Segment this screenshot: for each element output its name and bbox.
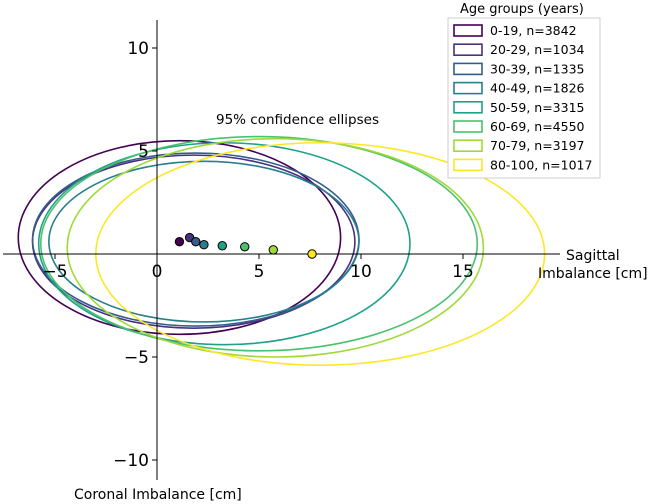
legend-label-0: 0-19, n=3842 <box>490 23 577 38</box>
legend-label-2: 30-39, n=1335 <box>490 61 584 76</box>
points-layer <box>174 232 317 259</box>
legend-label-6: 70-79, n=3197 <box>490 138 584 153</box>
y-tick-label: 5 <box>138 142 149 162</box>
legend-label-7: 80-100, n=1017 <box>490 157 592 172</box>
mean-point-3 <box>199 240 209 250</box>
legend-swatch-5 <box>453 120 483 133</box>
confidence-ellipse-6 <box>66 137 485 358</box>
x-tick-label: 0 <box>152 262 163 282</box>
legend-label-4: 50-59, n=3315 <box>490 100 584 115</box>
y-tick-label: 10 <box>127 39 149 59</box>
x-axis-label: Sagittal Imbalance [cm] <box>538 248 648 282</box>
y-tick-label: −5 <box>124 348 149 368</box>
legend-swatch-2 <box>453 62 483 76</box>
legend-items: 0-19, n=3842 20-29, n=1034 30-39, n=1335 40… <box>453 23 592 172</box>
mean-point-4 <box>217 241 227 251</box>
mean-point-2 <box>191 236 201 247</box>
legend-swatch-4 <box>453 101 483 114</box>
x-tick-label: 15 <box>452 262 474 282</box>
legend-swatch-1 <box>453 43 483 57</box>
x-axis-label-line-1: Sagittal <box>566 248 620 264</box>
legend-swatch-7 <box>453 158 483 172</box>
legend-swatch-0 <box>453 24 483 37</box>
legend-label-3: 40-49, n=1826 <box>490 81 585 96</box>
legend-label-1: 20-29, n=1034 <box>490 42 585 57</box>
legend-swatch-3 <box>453 81 483 95</box>
mean-point-0 <box>174 236 185 247</box>
y-axis-label: Coronal Imbalance [cm] <box>74 487 242 503</box>
y-tick-label: −10 <box>113 451 149 471</box>
x-tick-label: 10 <box>350 262 372 282</box>
confidence-ellipse-3 <box>48 160 360 323</box>
x-axis-label-line-2: Imbalance [cm] <box>538 266 648 282</box>
confidence-ellipse-5 <box>39 135 479 352</box>
annotation-text: 95% confidence ellipses <box>216 112 379 128</box>
x-tick-label: −5 <box>42 262 67 282</box>
mean-point-7 <box>307 249 317 259</box>
legend: Age groups (years) 0-19, n=3842 20-29, n=… <box>447 2 601 179</box>
confidence-ellipse-0 <box>17 139 342 336</box>
x-tick-label: 5 <box>254 262 265 282</box>
mean-point-6 <box>268 245 278 255</box>
legend-title: Age groups (years) <box>460 2 584 17</box>
legend-label-5: 60-69, n=4550 <box>490 119 585 134</box>
ticks-layer: −5 0 5 10 15 −10 −5 5 10 <box>42 39 473 471</box>
mean-point-5 <box>240 242 250 252</box>
legend-swatch-6 <box>453 139 483 152</box>
